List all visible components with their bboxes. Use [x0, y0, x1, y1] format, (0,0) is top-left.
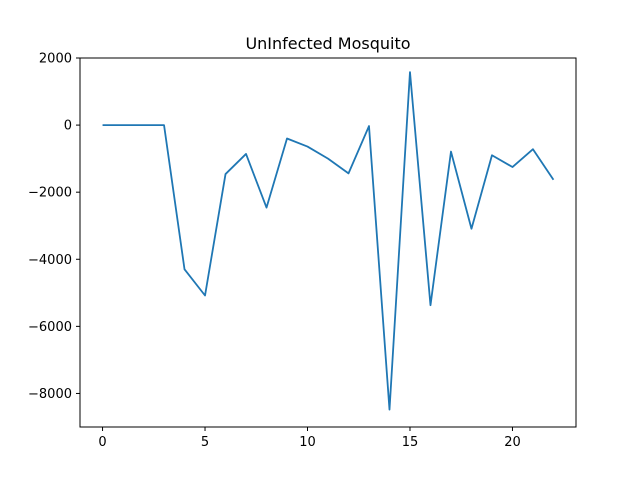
axes-frame: [79, 57, 577, 428]
chart-title: UnInfected Mosquito: [245, 34, 410, 53]
y-axis: 2000 0 −2000 −4000 −6000 −8000: [28, 52, 80, 402]
x-tick-label: 0: [98, 435, 106, 450]
y-tick-label: 2000: [39, 52, 72, 67]
y-tick-label: −6000: [28, 320, 72, 335]
y-tick-label: −8000: [28, 387, 72, 402]
x-tick-label: 10: [299, 435, 316, 450]
x-tick-label: 20: [504, 435, 521, 450]
plot-area: [102, 71, 555, 411]
y-tick-label: −2000: [28, 186, 72, 201]
series-line-0: [102, 71, 555, 411]
x-tick-label: 15: [402, 435, 419, 450]
x-axis: 0 5 10 15 20: [98, 427, 521, 450]
y-tick-label: −4000: [28, 253, 72, 268]
x-tick-label: 5: [201, 435, 209, 450]
y-tick-label: 0: [64, 119, 72, 134]
